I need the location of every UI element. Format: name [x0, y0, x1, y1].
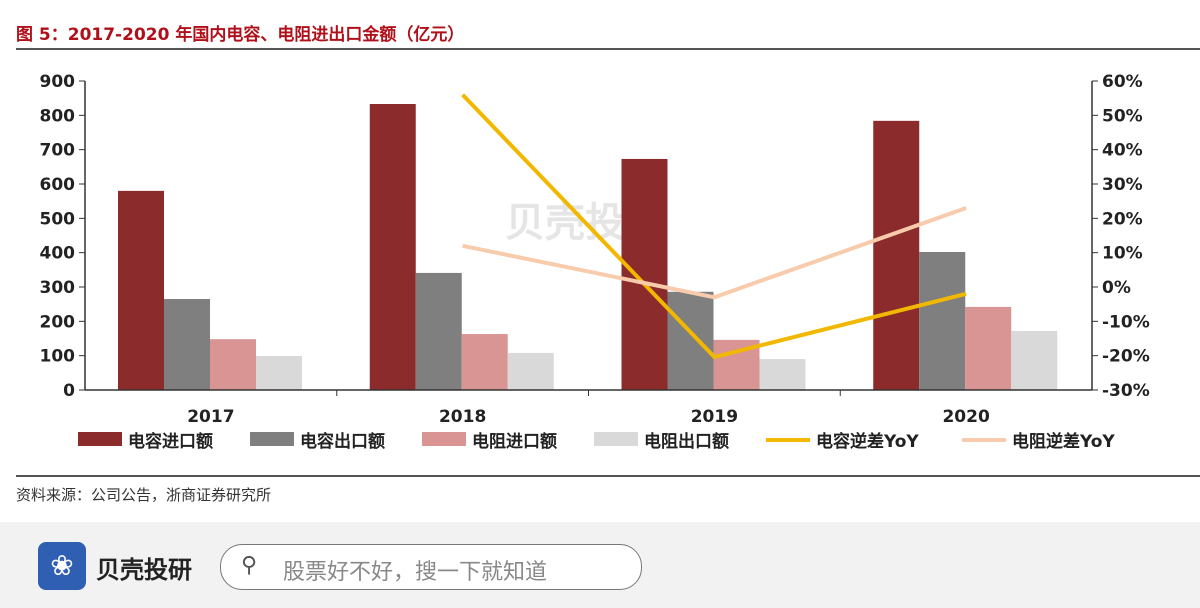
legend-label: 电容出口额	[300, 431, 385, 452]
source-divider	[16, 475, 1200, 477]
x-tick-label: 2020	[942, 407, 989, 427]
right-tick-label: 40%	[1102, 141, 1143, 161]
chart: 2017 2018 2019 2020 0 100 200 300 400 500 600 700 80…	[40, 72, 1150, 452]
bar-2018-3	[507, 352, 554, 390]
bar-2017-1	[164, 299, 210, 390]
left-tick-label: 800	[40, 106, 76, 126]
x-tick-label: 2019	[691, 407, 738, 427]
right-tick-label: 50%	[1102, 106, 1143, 126]
right-tick-label: 10%	[1102, 244, 1143, 264]
x-tick-label: 2018	[439, 407, 486, 427]
left-tick-label: 500	[40, 209, 76, 229]
brand-name[interactable]: 贝壳投研	[96, 556, 192, 584]
bar-2020-3	[1011, 330, 1058, 390]
line-series-0	[461, 93, 967, 360]
x-tick-label: 2017	[187, 407, 234, 427]
bar-2018-2	[461, 334, 508, 390]
bar-2017-2	[210, 339, 256, 390]
shell-logo-icon[interactable]: ❀	[38, 542, 86, 590]
search-icon: ⚲	[241, 553, 258, 578]
left-tick-label: 900	[40, 72, 76, 92]
bar-2018-0	[369, 104, 416, 391]
left-tick-label: 100	[40, 347, 76, 367]
bar-2018-1	[415, 272, 462, 390]
right-tick-label: 30%	[1102, 175, 1143, 195]
legend-swatch	[594, 432, 638, 446]
title-divider	[16, 48, 1200, 50]
legend-label: 电容逆差YoY	[816, 431, 919, 452]
legend-label: 电阻逆差YoY	[1012, 431, 1115, 452]
chart-title: 图 5：2017-2020 年国内电容、电阻进出口金额（亿元）	[16, 25, 465, 45]
bar-2017-0	[118, 190, 164, 390]
legend-label: 电阻出口额	[644, 431, 729, 452]
right-tick-label: 0%	[1102, 278, 1131, 298]
source-note: 资料来源：公司公告，浙商证券研究所	[16, 486, 272, 504]
footer-bar: ❀ 贝壳投研 ⚲ 股票好不好，搜一下就知道	[0, 522, 1200, 608]
search-input[interactable]: ⚲ 股票好不好，搜一下就知道	[220, 544, 642, 590]
legend-swatch	[78, 432, 122, 446]
search-placeholder: 股票好不好，搜一下就知道	[283, 560, 548, 585]
right-tick-label: -10%	[1102, 312, 1150, 332]
bar-2020-1	[919, 251, 966, 390]
right-tick-label: -20%	[1102, 347, 1150, 367]
right-tick-label: -30%	[1102, 381, 1150, 401]
legend-swatch	[250, 432, 294, 446]
legend-label: 电容进口额	[128, 431, 213, 452]
left-tick-label: 300	[40, 278, 76, 298]
left-tick-label: 700	[40, 141, 76, 161]
bar-2017-3	[256, 356, 302, 390]
bar-2020-0	[873, 120, 920, 391]
left-tick-label: 400	[40, 244, 76, 264]
right-tick-label: 60%	[1102, 72, 1143, 92]
bar-2020-2	[965, 306, 1012, 390]
left-tick-label: 200	[40, 312, 76, 332]
bar-2019-1	[667, 291, 714, 390]
legend-label: 电阻进口额	[472, 431, 557, 452]
line-series-1	[462, 206, 967, 300]
legend-swatch	[422, 432, 466, 446]
left-tick-label: 600	[40, 175, 76, 195]
bar-2019-0	[621, 158, 668, 390]
left-tick-label: 0	[63, 381, 75, 401]
right-tick-label: 20%	[1102, 209, 1143, 229]
bar-2019-3	[759, 359, 806, 390]
